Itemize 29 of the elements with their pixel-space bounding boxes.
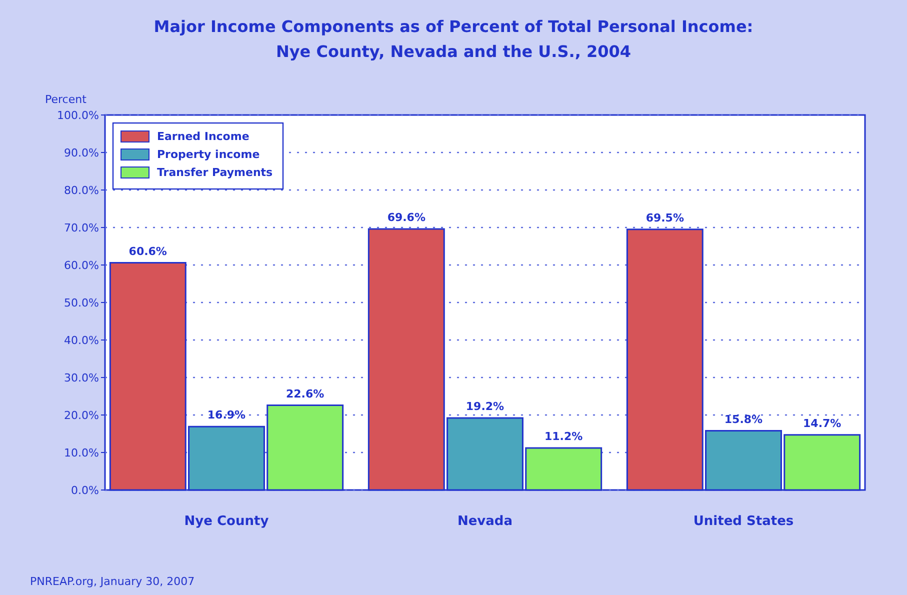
y-tick-label: 0.0% bbox=[71, 484, 99, 497]
data-label: 11.2% bbox=[544, 430, 583, 443]
chart-title: Major Income Components as of Percent of Total Personal Income: Nye County, Nevada and the U.S., 2004 bbox=[154, 17, 754, 61]
legend-label: Transfer Payments bbox=[157, 166, 274, 179]
data-label: 60.6% bbox=[128, 244, 167, 258]
y-tick-label: 70.0% bbox=[64, 221, 99, 234]
data-label: 14.7% bbox=[803, 416, 842, 430]
legend-label: Earned Income bbox=[157, 130, 250, 143]
data-label: 19.2% bbox=[466, 400, 504, 413]
y-tick-label: 20.0% bbox=[64, 408, 99, 422]
y-axis-title: Percent bbox=[45, 93, 88, 106]
y-tick-label: 10.0% bbox=[64, 446, 99, 460]
y-tick-label: 90.0% bbox=[64, 146, 99, 160]
y-tick-label: 60.0% bbox=[64, 258, 99, 272]
data-label: 69.6% bbox=[387, 211, 426, 224]
data-label: 16.9% bbox=[207, 408, 246, 422]
legend-label: Property income bbox=[157, 148, 260, 161]
x-tick-label: United States bbox=[693, 514, 794, 529]
data-label: 22.6% bbox=[286, 387, 324, 400]
data-label: 15.8% bbox=[724, 412, 763, 426]
y-tick-label: 40.0% bbox=[64, 334, 99, 347]
x-tick-label: Nye County bbox=[184, 514, 270, 529]
y-tick-label: 50.0% bbox=[64, 296, 99, 310]
y-tick-label: 30.0% bbox=[64, 371, 99, 384]
y-tick-label: 80.0% bbox=[64, 184, 99, 197]
data-label: 69.5% bbox=[646, 211, 684, 224]
y-tick-label: 100.0% bbox=[57, 108, 99, 122]
x-tick-label: Nevada bbox=[457, 514, 513, 529]
text: PNREAP.org, January 30, 2007 bbox=[30, 575, 195, 588]
